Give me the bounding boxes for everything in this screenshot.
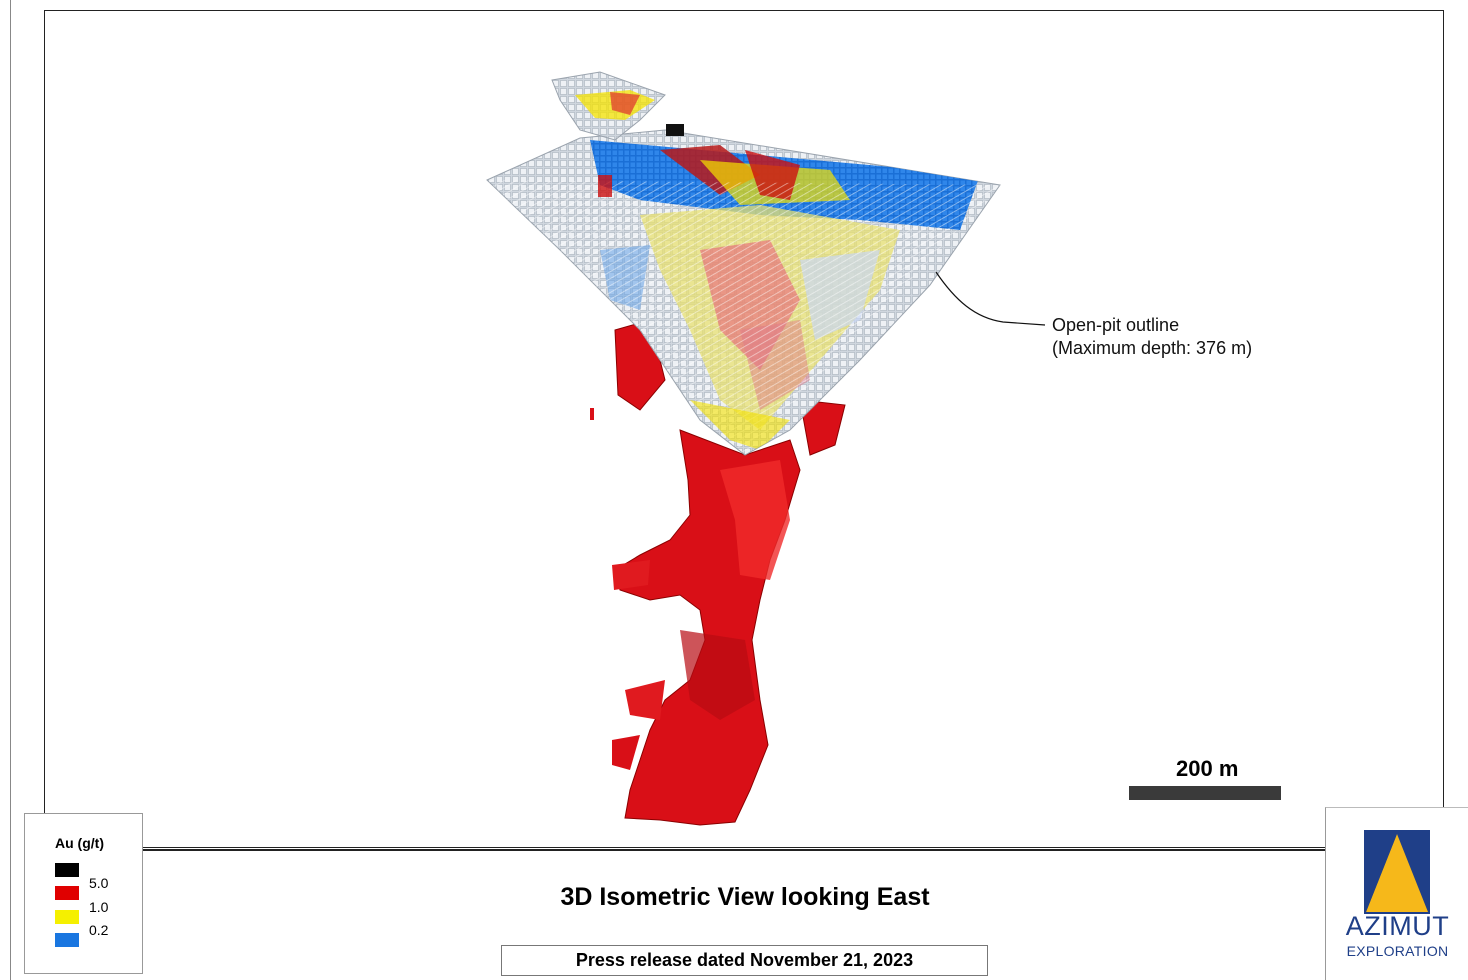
legend-title: Au (g/t): [55, 835, 104, 851]
legend: Au (g/t) 5.0 1.0 0.2: [24, 813, 143, 974]
press-release-text: Press release dated November 21, 2023: [575, 950, 914, 970]
open-pit-shell: [486, 71, 1001, 456]
legend-swatch-red: [55, 886, 79, 900]
map-frame: [44, 10, 1444, 848]
callout-leader: [935, 271, 1046, 326]
scale-bar-label: 200 m: [1176, 756, 1239, 781]
press-release-box: Press release dated November 21, 2023: [501, 945, 988, 976]
callout-line-1: Open-pit outline: [1052, 315, 1180, 335]
azimut-logo-icon: [1364, 830, 1430, 914]
title-divider: [143, 849, 1325, 851]
figure-title: 3D Isometric View looking East: [560, 883, 930, 911]
open-pit-callout: Open-pit outline (Maximum depth: 376 m): [1052, 314, 1252, 360]
legend-swatch-yellow: [55, 910, 79, 924]
callout-line-2: (Maximum depth: 376 m): [1052, 338, 1253, 358]
page-edge-line: [10, 0, 11, 980]
scale-bar: [1129, 786, 1281, 800]
logo-subtitle: EXPLORATION: [1346, 943, 1449, 959]
legend-swatch-black: [55, 863, 79, 877]
legend-value-5: 5.0: [89, 875, 109, 891]
logo-name: AZIMUT: [1345, 911, 1450, 941]
legend-value-1: 1.0: [89, 899, 109, 915]
company-logo: AZIMUT EXPLORATION: [1325, 807, 1468, 980]
legend-value-02: 0.2: [89, 922, 109, 938]
legend-swatch-blue: [55, 933, 79, 947]
high-grade-ore-body: [590, 319, 846, 826]
